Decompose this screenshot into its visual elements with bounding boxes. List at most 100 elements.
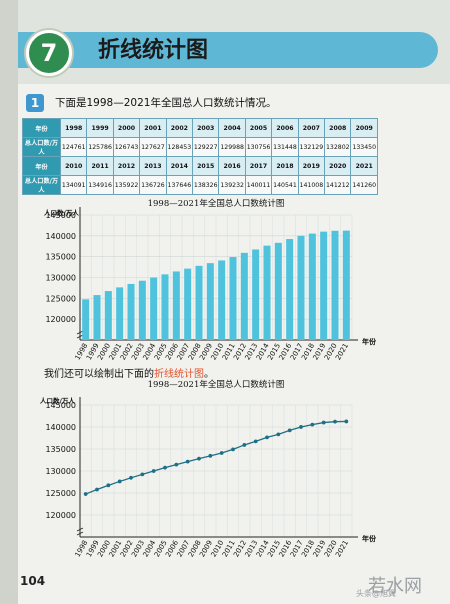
line-chart-title: 1998—2021年全国总人口数统计图 — [148, 379, 285, 390]
bar — [240, 252, 248, 340]
data-point — [140, 472, 145, 477]
bar-ylabel: 人口数/万人 — [44, 208, 79, 217]
table-value-cell: 135922 — [112, 175, 141, 195]
bar — [138, 280, 146, 340]
page-edge — [0, 0, 18, 604]
line-ytick-label: 130000 — [45, 467, 76, 476]
table-value-cell: 136726 — [139, 175, 167, 195]
bar-ytick-label: 125000 — [45, 294, 76, 303]
data-point — [197, 456, 201, 461]
caption-suffix: 。 — [204, 369, 214, 380]
table-year-cell: 2020 — [324, 156, 352, 176]
data-point — [151, 469, 156, 473]
table-year-cell: 2003 — [192, 118, 220, 138]
data-point — [265, 435, 269, 440]
table-year-header: 年份 — [22, 118, 61, 138]
data-point — [310, 422, 315, 427]
line-xlabel: 年份 — [362, 534, 377, 543]
table-value-header: 总人口数/万人 — [22, 175, 61, 195]
table-value-cell: 137646 — [165, 175, 194, 195]
bar-ytick-label: 135000 — [45, 253, 76, 262]
data-point — [242, 443, 247, 447]
caption-prefix: 我们还可以绘制出下面的 — [44, 369, 154, 380]
data-point — [117, 479, 122, 484]
table-year-cell: 2013 — [139, 156, 167, 176]
table-value-cell: 129227 — [192, 137, 220, 157]
table-year-cell: 2006 — [271, 118, 299, 138]
line-ytick-label: 140000 — [45, 423, 76, 432]
table-value-cell: 141260 — [350, 175, 378, 195]
bar — [286, 239, 294, 340]
data-point — [276, 432, 281, 437]
table-value-cell: 134091 — [59, 175, 88, 195]
bar — [150, 277, 158, 340]
table-year-cell: 2014 — [165, 156, 194, 176]
data-point — [253, 439, 258, 444]
bar — [342, 230, 350, 340]
table-value-cell: 130756 — [244, 137, 273, 157]
table-year-header: 年份 — [22, 156, 61, 176]
data-point — [185, 459, 190, 464]
bar — [308, 233, 316, 340]
data-point — [106, 483, 111, 488]
table-value-cell: 129988 — [218, 137, 246, 157]
bar — [184, 268, 192, 340]
table-year-cell: 2005 — [244, 118, 273, 138]
table-value-cell: 133450 — [350, 137, 378, 157]
bar-xlabel: 年份 — [362, 337, 377, 346]
line-chart-caption: 我们还可以绘制出下面的折线统计图。 — [44, 365, 214, 380]
bar — [218, 260, 226, 340]
line-ytick-label: 145000 — [45, 401, 76, 410]
bar — [263, 245, 271, 340]
bar — [161, 274, 169, 340]
table-value-cell: 125786 — [86, 137, 114, 157]
bar-ytick-label: 140000 — [45, 232, 76, 241]
line-ytick-label: 135000 — [45, 445, 76, 454]
data-point — [287, 428, 292, 433]
bar-axis-break — [76, 330, 84, 339]
table-year-cell: 2009 — [350, 118, 378, 138]
data-point — [231, 447, 235, 452]
table-year-cell: 1999 — [86, 118, 114, 138]
line-ytick-label: 125000 — [45, 489, 76, 498]
problem-number: 1 — [26, 94, 44, 112]
watermark-brand: 若水网 — [368, 576, 422, 597]
data-point — [344, 419, 349, 424]
bar-ytick-label: 120000 — [45, 315, 76, 324]
data-point — [219, 451, 224, 455]
table-value-cell: 140011 — [244, 175, 273, 195]
watermark-sub: 头条@旭翼 — [356, 589, 396, 598]
bar — [229, 257, 237, 340]
data-point — [163, 465, 167, 470]
bar — [172, 271, 180, 340]
bar — [82, 299, 90, 340]
data-point — [299, 425, 303, 429]
table-value-cell: 131448 — [271, 137, 299, 157]
table-year-cell: 2018 — [271, 156, 299, 176]
table-year-cell: 2007 — [297, 118, 326, 138]
bar — [93, 295, 101, 340]
caption-highlight: 折线统计图 — [154, 369, 204, 380]
bar-chart-title: 1998—2021年全国总人口数统计图 — [148, 198, 285, 209]
table-year-cell: 2004 — [218, 118, 246, 138]
data-point — [333, 419, 337, 424]
table-value-cell: 134916 — [86, 175, 114, 195]
table-value-cell: 126743 — [112, 137, 141, 157]
bar — [116, 287, 124, 340]
table-value-cell: 124761 — [59, 137, 88, 157]
bar — [127, 283, 135, 340]
page-number: 104 — [20, 574, 46, 588]
lesson-number-badge: 7 — [26, 30, 72, 76]
bar — [195, 265, 203, 340]
data-point — [95, 487, 99, 492]
lesson-header-bar — [18, 32, 438, 68]
bar-ytick-label: 130000 — [45, 274, 76, 283]
table-value-cell: 141008 — [297, 175, 326, 195]
bar — [297, 235, 305, 340]
table-value-cell: 141212 — [324, 175, 352, 195]
line-ytick-label: 120000 — [45, 511, 76, 520]
bar — [252, 249, 260, 340]
series-line — [85, 420, 347, 495]
data-point — [321, 420, 326, 425]
